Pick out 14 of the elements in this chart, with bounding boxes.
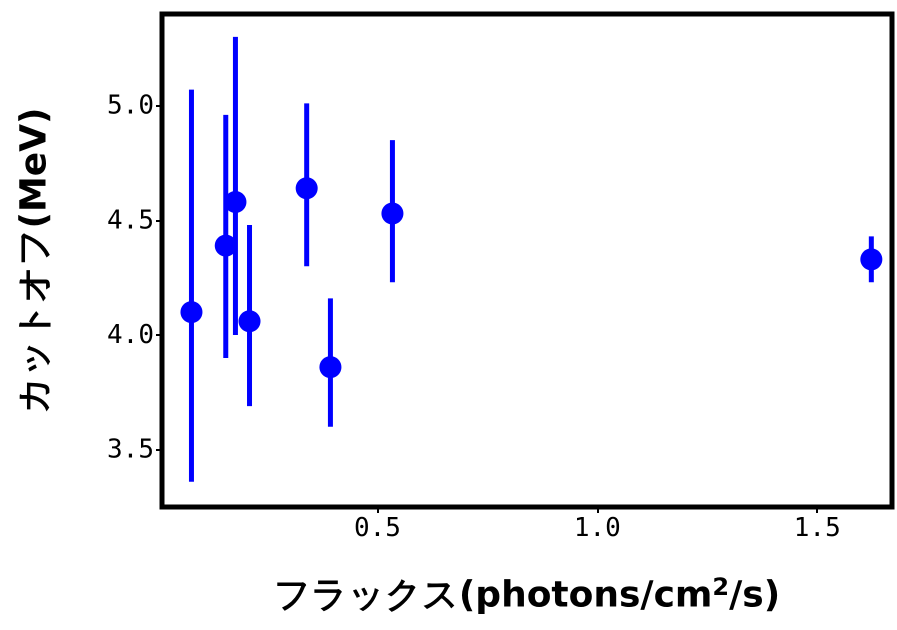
point: [381, 202, 404, 224]
y-tick-label: 3.5: [107, 434, 154, 465]
point: [296, 177, 318, 200]
x-tick-label: 1.5: [794, 513, 841, 543]
y-axis-title: カットオフ(MeV): [14, 107, 54, 414]
x-tick-label: 1.0: [574, 513, 621, 543]
x-tick-label: 0.5: [354, 513, 401, 543]
y-tick-label: 5.0: [107, 90, 154, 121]
point: [238, 310, 261, 332]
point: [319, 356, 342, 378]
point: [180, 301, 202, 324]
y-tick-label: 4.0: [107, 320, 154, 350]
y-tick-label: 4.5: [107, 205, 154, 236]
point: [860, 248, 882, 270]
